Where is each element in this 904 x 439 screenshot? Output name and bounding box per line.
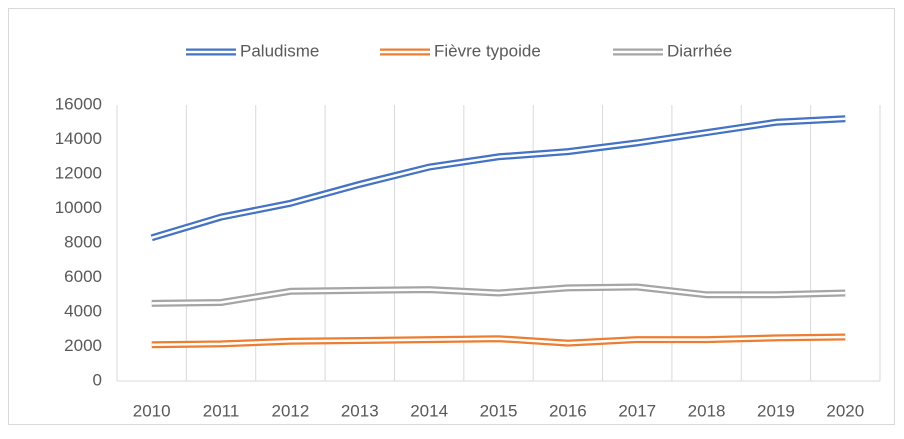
chart-border	[8, 8, 895, 425]
legend-label: Fièvre typoide	[434, 41, 541, 60]
x-tick-label: 2016	[549, 401, 587, 420]
y-tick-label: 12000	[55, 163, 102, 182]
line-inner	[151, 285, 846, 305]
x-tick-label: 2013	[341, 401, 379, 420]
x-tick-label: 2014	[410, 401, 448, 420]
line-inner	[151, 335, 846, 347]
legend-label: Diarrhée	[667, 41, 732, 60]
y-tick-label: 8000	[64, 232, 102, 251]
y-tick-label: 16000	[55, 94, 102, 113]
x-tick-label: 2017	[618, 401, 656, 420]
x-tick-label: 2020	[826, 401, 864, 420]
x-tick-label: 2019	[757, 401, 795, 420]
y-tick-label: 4000	[64, 301, 102, 320]
y-tick-label: 6000	[64, 267, 102, 286]
y-tick-label: 2000	[64, 336, 102, 355]
line-inner	[151, 117, 846, 239]
x-tick-label: 2018	[688, 401, 726, 420]
x-tick-label: 2012	[271, 401, 309, 420]
y-tick-label: 14000	[55, 129, 102, 148]
y-tick-label: 0	[93, 370, 102, 389]
y-tick-label: 10000	[55, 198, 102, 217]
x-tick-label: 2010	[133, 401, 171, 420]
x-tick-label: 2015	[480, 401, 518, 420]
x-tick-label: 2011	[203, 401, 240, 420]
legend-label: Paludisme	[240, 41, 319, 60]
